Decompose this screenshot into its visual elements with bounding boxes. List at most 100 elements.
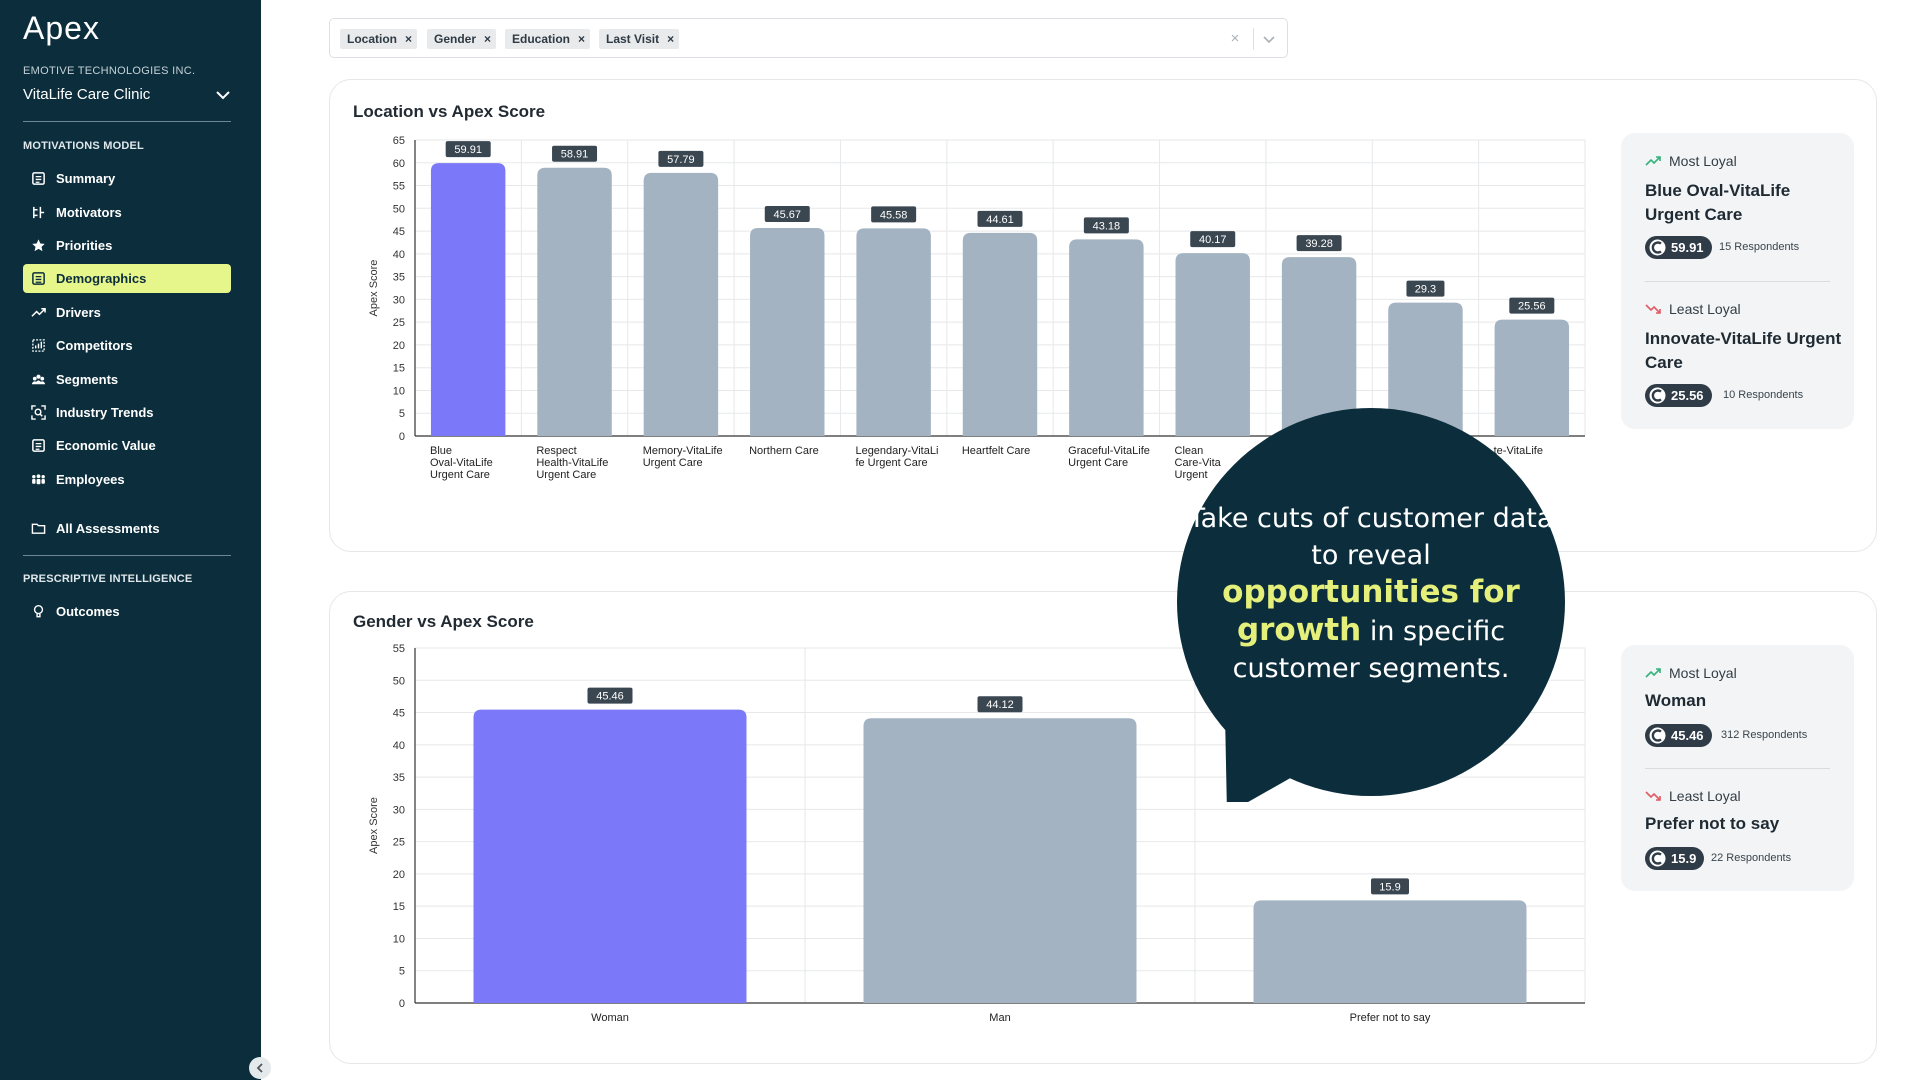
nav-item-employees[interactable]: Employees <box>23 465 231 494</box>
nav-item-label: Outcomes <box>56 604 120 619</box>
filter-chip-last-visit[interactable]: Last Visit × <box>599 29 680 49</box>
employees-icon <box>32 474 45 485</box>
filter-chip-gender[interactable]: Gender × <box>427 29 497 49</box>
bar[interactable] <box>537 167 612 437</box>
divider <box>1645 768 1830 769</box>
bar[interactable] <box>856 228 931 436</box>
bar[interactable] <box>962 232 1038 436</box>
bar[interactable] <box>1281 257 1357 436</box>
filter-chip-label: Location <box>347 32 397 46</box>
data-label: 45.58 <box>880 209 908 221</box>
trend-up-icon <box>1645 156 1661 166</box>
bar[interactable] <box>863 718 1137 1003</box>
data-label-box <box>977 696 1023 713</box>
y-tick-label: 60 <box>393 158 405 170</box>
remove-filter-icon[interactable]: × <box>405 32 413 46</box>
lightbulb-icon <box>33 604 44 618</box>
segments-icon <box>31 374 46 385</box>
nav-item-label: Segments <box>56 372 119 387</box>
score-value: 45.46 <box>1671 728 1704 743</box>
score-value: 59.91 <box>1671 240 1704 255</box>
data-label: 45.46 <box>596 691 624 703</box>
data-label-box <box>1296 235 1342 252</box>
economic-value-icon <box>32 439 45 452</box>
clear-filters-icon[interactable]: × <box>1230 30 1240 47</box>
divider <box>23 555 231 556</box>
nav-item-drivers[interactable]: Drivers <box>23 298 231 327</box>
nav-item-all-assessments[interactable]: All Assessments <box>23 514 231 543</box>
x-tick-label: Northern Care <box>749 445 819 457</box>
x-tick-label: Legendary-VitaLi <box>855 445 938 457</box>
nav-item-label: All Assessments <box>56 521 160 536</box>
data-label: 39.28 <box>1305 238 1333 250</box>
y-axis-label: Apex Score <box>368 260 380 317</box>
sidebar: Apex EMOTIVE TECHNOLOGIES INC. VitaLife … <box>0 0 261 1080</box>
gender-bar-chart: 0 5 10 15 20 25 30 35 40 45 50 55 Apex Score 45.46 Wom… <box>368 643 1586 1024</box>
filter-chip-location[interactable]: Location × <box>340 29 418 49</box>
data-label: 15.9 <box>1379 881 1400 893</box>
bar[interactable] <box>1494 319 1570 436</box>
clinic-selector[interactable]: VitaLife Care Clinic <box>23 86 231 103</box>
callout-bubble <box>1177 408 1565 802</box>
filter-bar[interactable]: Location × Gender × Education × Last Visit ×… <box>329 18 1288 58</box>
card-title: Location vs Apex Score <box>353 102 546 121</box>
x-tick-label: Graceful-VitaLife <box>1068 445 1150 457</box>
data-label-box <box>658 150 704 167</box>
remove-filter-icon[interactable]: × <box>484 32 492 46</box>
y-tick-label: 35 <box>393 772 405 784</box>
remove-filter-icon[interactable]: × <box>667 32 675 46</box>
stat-kind-text: Least Loyal <box>1669 301 1741 317</box>
x-tick-label: Memory-VitaLife <box>643 445 723 457</box>
filter-chip-education[interactable]: Education × <box>505 29 591 49</box>
gender-chart-card: Gender vs Apex Score 0 5 10 15 20 25 30 35 40 45 5… <box>329 591 1877 1064</box>
nav-item-outcomes[interactable]: Outcomes <box>23 597 231 626</box>
bar[interactable] <box>430 163 506 436</box>
least-loyal-label: Least Loyal <box>1645 301 1741 317</box>
bar[interactable] <box>643 172 719 436</box>
nav-item-summary[interactable]: Summary <box>23 164 231 193</box>
collapse-sidebar-button[interactable] <box>249 1057 271 1079</box>
data-label-box <box>1509 297 1555 314</box>
x-tick-label: Respect <box>536 445 576 457</box>
nav-item-label: Employees <box>56 472 125 487</box>
x-tick-label: Man <box>989 1012 1010 1024</box>
bar[interactable] <box>750 228 825 436</box>
score-value: 25.56 <box>1671 388 1704 403</box>
divider <box>23 121 231 122</box>
nav-item-economic-value[interactable]: Economic Value <box>23 431 231 460</box>
motivators-icon <box>33 206 45 219</box>
bar[interactable] <box>1388 302 1463 436</box>
y-tick-label: 10 <box>393 385 405 397</box>
nav-item-priorities[interactable]: Priorities <box>23 231 231 260</box>
bar[interactable] <box>1175 253 1250 436</box>
app-logo[interactable]: Apex <box>23 10 100 46</box>
nav-item-label: Competitors <box>56 338 133 353</box>
x-tick-label: fe Urgent Care <box>855 457 927 469</box>
nav-item-motivators[interactable]: Motivators <box>23 198 231 227</box>
data-label-box <box>1371 878 1409 895</box>
chevron-down-icon[interactable] <box>1261 31 1277 47</box>
most-loyal-label: Most Loyal <box>1645 665 1737 681</box>
y-tick-label: 25 <box>393 837 405 849</box>
y-tick-label: 5 <box>399 966 405 978</box>
x-tick-label: Urgent Care <box>536 469 596 481</box>
respondent-count: 312 Respondents <box>1721 729 1808 741</box>
y-tick-label: 0 <box>399 431 405 443</box>
nav-item-label: Demographics <box>56 271 147 286</box>
y-tick-label: 50 <box>393 675 405 687</box>
data-label-box <box>1406 280 1445 297</box>
nav-item-segments[interactable]: Segments <box>23 365 231 394</box>
nav-item-competitors[interactable]: Competitors <box>23 331 231 360</box>
nav-item-industry-trends[interactable]: Industry Trends <box>23 398 231 427</box>
filter-chip-label: Last Visit <box>606 32 660 46</box>
data-label-box <box>977 210 1023 227</box>
nav-item-demographics[interactable]: Demographics <box>23 264 231 293</box>
bar[interactable] <box>473 709 747 1003</box>
apex-score-icon <box>1649 727 1666 744</box>
bar[interactable] <box>1253 900 1527 1003</box>
summary-icon <box>32 172 45 185</box>
stat-kind-text: Most Loyal <box>1669 153 1737 169</box>
bar[interactable] <box>1069 239 1144 436</box>
remove-filter-icon[interactable]: × <box>578 32 586 46</box>
least-loyal-name: Prefer not to say <box>1645 814 1780 833</box>
